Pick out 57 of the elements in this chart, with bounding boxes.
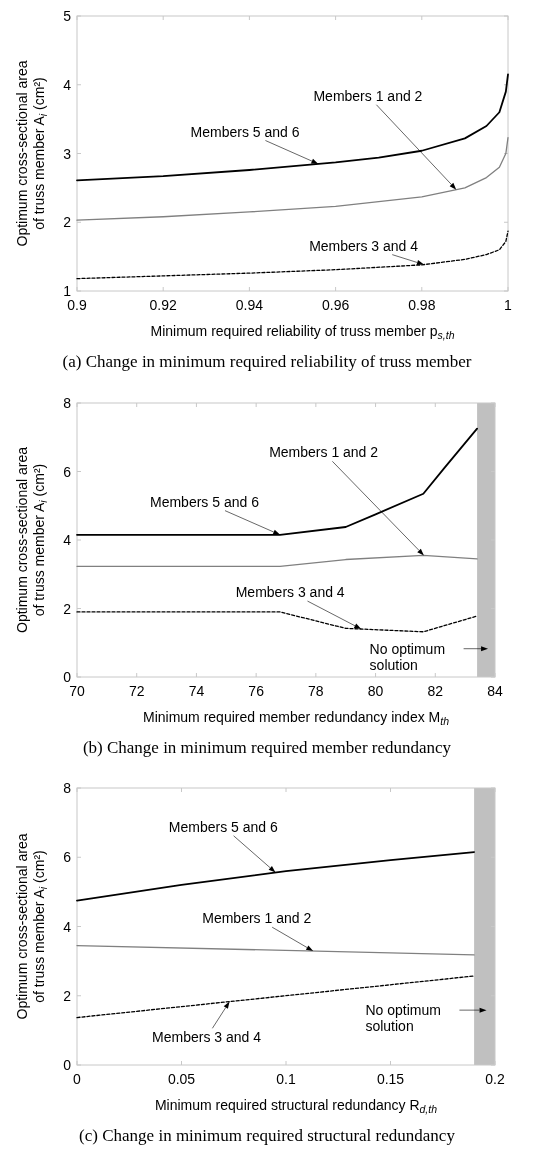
y-tick-label: 0 — [63, 669, 72, 685]
x-tick-label: 0.9 — [67, 297, 87, 313]
series-label: Members 3 and 4 — [152, 1029, 262, 1046]
y-tick-label: 2 — [63, 600, 72, 617]
text: (b) Change in minimum required member redundancy — [82, 738, 452, 757]
x-tick-label: 0.2 — [485, 1071, 505, 1087]
x-tick-label: 78 — [308, 683, 324, 699]
line-series — [76, 73, 509, 182]
x-tick-label: 0.98 — [408, 297, 436, 313]
y-tick-label: 1 — [63, 283, 72, 299]
y-tick-label: 2 — [63, 987, 72, 1004]
x-tick-label: 0.1 — [276, 1071, 296, 1087]
x-tick-label: 1 — [504, 297, 513, 313]
text: Members 1 and 2 — [269, 444, 379, 461]
y-tick-label: 4 — [63, 918, 72, 935]
y-tick-label: 4 — [63, 532, 72, 548]
text: (a) Change in minimum required reliability of truss member — [62, 352, 472, 371]
series-label: Members 3 and 4 — [309, 237, 419, 254]
x-tick-label: 74 — [188, 683, 205, 699]
x-tick-label: 70 — [69, 683, 85, 699]
series-label: Members 5 and 6 — [190, 123, 300, 140]
x-tick-label: 82 — [427, 683, 444, 699]
x-tick-label: 0.92 — [149, 297, 178, 313]
y-tick-label: 8 — [63, 780, 72, 796]
y-tick-label: 8 — [63, 395, 72, 411]
text: Members 5 and 6 — [168, 818, 278, 835]
text: Members 1 and 2 — [313, 87, 423, 104]
x-axis-title: Minimum required member redundancy index M$_{th}$ — [143, 709, 450, 727]
y-tick-label: 6 — [63, 463, 72, 480]
x-tick-label: 0.94 — [235, 297, 264, 313]
y-tick-label: 2 — [63, 214, 72, 231]
y-tick-label: 4 — [63, 76, 72, 93]
line-series — [76, 137, 509, 221]
line-series — [76, 427, 478, 536]
x-tick-label: 0.96 — [321, 297, 350, 313]
y-tick-label: 0 — [63, 1057, 72, 1073]
line-series — [76, 611, 478, 633]
line-series — [76, 230, 509, 280]
y-tick-label: 5 — [63, 8, 72, 24]
series-label: Members 5 and 6 — [150, 493, 260, 510]
x-tick-label: 84 — [487, 683, 503, 699]
series-label: Members 1 and 2 — [202, 910, 312, 927]
y-tick-label: 6 — [63, 849, 72, 866]
x-tick-label: 80 — [367, 683, 384, 699]
x-axis-title: Minimum required reliability of truss member p$_{s,th}$ — [150, 323, 455, 341]
text: (c) Change in minimum required structural redundancy — [79, 1126, 456, 1145]
y-tick-label: 3 — [63, 145, 72, 162]
x-tick-label: 0.05 — [167, 1071, 196, 1087]
line-series — [76, 851, 475, 902]
x-tick-label: 0.15 — [376, 1071, 405, 1087]
x-tick-label: 0 — [73, 1071, 82, 1087]
series-label: Members 3 and 4 — [235, 584, 345, 601]
band-label: No optimum solution — [365, 1002, 441, 1035]
x-tick-label: 72 — [128, 683, 145, 699]
x-axis-title: Minimum required structural redundancy R$_{d,th}$ — [154, 1097, 438, 1115]
band-label: No optimum solution — [369, 640, 446, 673]
x-tick-label: 76 — [248, 683, 265, 699]
